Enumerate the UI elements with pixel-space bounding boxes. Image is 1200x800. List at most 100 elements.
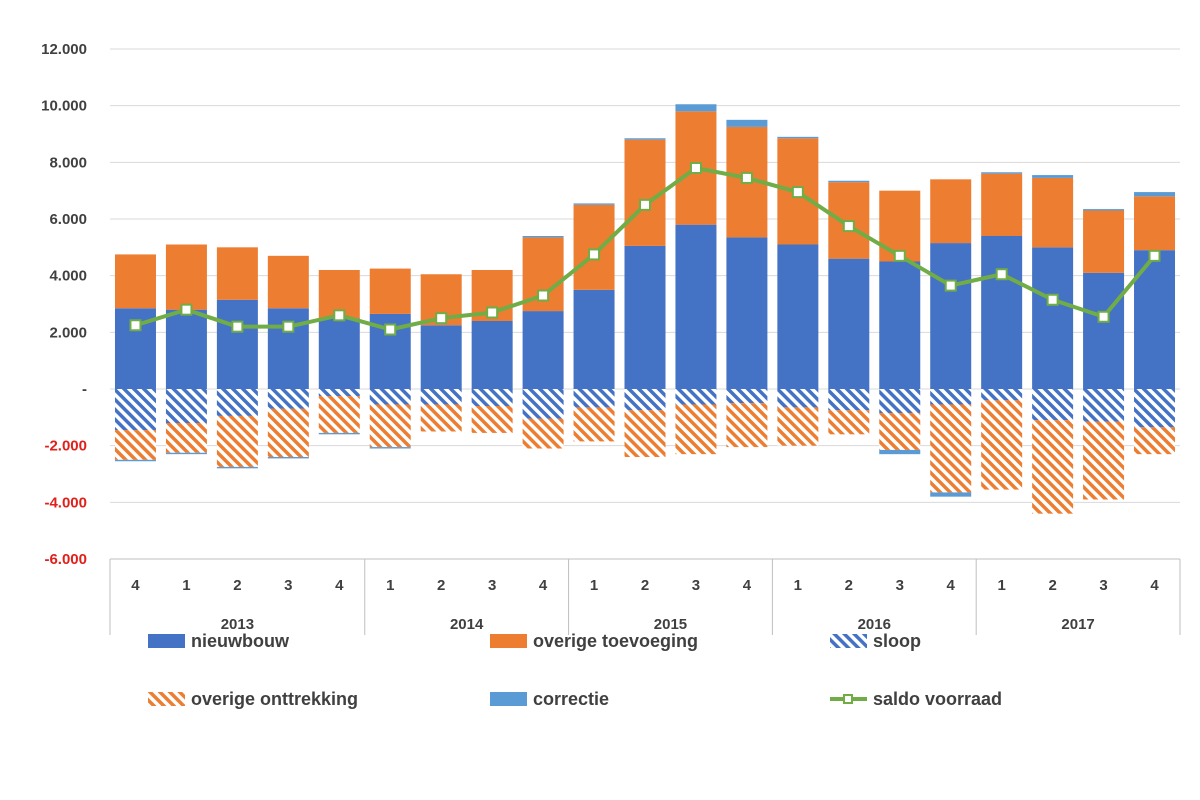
saldo-voorraad-marker bbox=[384, 323, 397, 336]
legend-correctie-swatch bbox=[490, 692, 527, 706]
x-tick-label: 2 bbox=[1048, 577, 1056, 594]
legend: nieuwbouw overige toevoeging sloop overige … bbox=[148, 631, 1002, 709]
legend-sloop: sloop bbox=[830, 631, 921, 651]
bar-nieuwbouw bbox=[726, 237, 768, 389]
bar-nieuwbouw bbox=[1032, 247, 1074, 389]
bar-sloop bbox=[777, 389, 819, 408]
bar-sloop bbox=[267, 389, 309, 409]
bar-overige-toevoeging bbox=[1032, 177, 1074, 248]
saldo-voorraad-marker bbox=[944, 279, 957, 292]
x-tick-label: 1 bbox=[590, 577, 598, 594]
bar-correctie bbox=[369, 447, 411, 449]
bar-overige-toevoeging bbox=[1083, 210, 1125, 273]
bar-overige-toevoeging bbox=[981, 173, 1023, 236]
bar-correctie bbox=[216, 466, 258, 469]
bar-correctie bbox=[777, 136, 819, 139]
bar-correctie bbox=[522, 236, 564, 238]
bar-overige-onttrekking bbox=[828, 410, 870, 435]
x-tick-label: 2 bbox=[641, 577, 649, 594]
bar-overige-toevoeging bbox=[216, 247, 258, 300]
legend-saldo-voorraad-label: saldo voorraad bbox=[873, 689, 1002, 709]
bar-correctie bbox=[726, 119, 768, 127]
bar-sloop bbox=[165, 389, 207, 423]
bar-sloop bbox=[726, 389, 768, 404]
x-tick-label: 4 bbox=[539, 577, 548, 594]
bar-correctie bbox=[981, 172, 1023, 174]
bar-correctie bbox=[267, 457, 309, 459]
saldo-voorraad-marker bbox=[435, 312, 448, 325]
saldo-voorraad-marker bbox=[893, 249, 906, 262]
bar-overige-onttrekking bbox=[726, 403, 768, 448]
bar-overige-onttrekking bbox=[879, 413, 921, 450]
legend-saldo-voorraad: saldo voorraad bbox=[830, 689, 1002, 709]
saldo-voorraad-marker bbox=[486, 306, 499, 319]
bar-correctie bbox=[828, 180, 870, 183]
bar-overige-onttrekking bbox=[216, 415, 258, 467]
saldo-voorraad-marker bbox=[791, 186, 804, 199]
x-year-label: 2015 bbox=[654, 616, 687, 633]
saldo-line bbox=[129, 162, 1161, 336]
bar-correctie bbox=[930, 492, 972, 497]
bar-correctie bbox=[675, 104, 717, 112]
bar-sloop bbox=[675, 389, 717, 405]
bar-overige-onttrekking bbox=[1032, 420, 1074, 514]
bar-overige-toevoeging bbox=[369, 268, 411, 314]
bar-nieuwbouw bbox=[1083, 272, 1125, 389]
saldo-voorraad-marker bbox=[129, 319, 142, 332]
bar-overige-onttrekking bbox=[369, 404, 411, 448]
bar-sloop bbox=[318, 389, 360, 397]
x-tick-label: 4 bbox=[131, 577, 140, 594]
legend-overige-onttrekking: overige onttrekking bbox=[148, 689, 358, 709]
bar-sloop bbox=[573, 389, 615, 408]
bar-overige-onttrekking bbox=[624, 410, 666, 457]
bar-sloop bbox=[1134, 389, 1176, 428]
bar-sloop bbox=[981, 389, 1023, 401]
bar-sloop bbox=[879, 389, 921, 414]
legend-correctie: correctie bbox=[490, 689, 609, 709]
bar-nieuwbouw bbox=[522, 311, 564, 389]
bar-correctie bbox=[879, 449, 921, 455]
y-tick-label: 10.000 bbox=[41, 98, 87, 115]
bar-nieuwbouw bbox=[675, 224, 717, 389]
y-tick-label: 8.000 bbox=[49, 154, 87, 171]
saldo-voorraad-marker bbox=[1097, 310, 1110, 323]
bar-overige-onttrekking bbox=[522, 418, 564, 449]
legend-overige-onttrekking-swatch bbox=[148, 692, 185, 706]
x-tick-label: 3 bbox=[896, 577, 904, 594]
x-tick-label: 4 bbox=[743, 577, 752, 594]
x-tick-label: 3 bbox=[284, 577, 292, 594]
bar-nieuwbouw bbox=[267, 308, 309, 389]
bar-overige-onttrekking bbox=[420, 404, 462, 432]
bar-nieuwbouw bbox=[879, 261, 921, 389]
bar-nieuwbouw bbox=[930, 243, 972, 389]
bar-nieuwbouw bbox=[624, 245, 666, 389]
bar-sloop bbox=[624, 389, 666, 411]
saldo-voorraad-marker bbox=[995, 268, 1008, 281]
x-year-label: 2014 bbox=[450, 616, 484, 633]
legend-sloop-label: sloop bbox=[873, 631, 921, 651]
bar-overige-onttrekking bbox=[573, 407, 615, 442]
bar-overige-onttrekking bbox=[675, 404, 717, 455]
x-tick-label: 1 bbox=[182, 577, 190, 594]
saldo-voorraad-marker bbox=[689, 162, 702, 174]
x-tick-label: 2 bbox=[845, 577, 853, 594]
bar-nieuwbouw bbox=[828, 258, 870, 389]
bar-nieuwbouw bbox=[471, 321, 513, 389]
bar-sloop bbox=[471, 389, 513, 406]
x-tick-label: 1 bbox=[794, 577, 802, 594]
x-tick-label: 4 bbox=[1150, 577, 1159, 594]
y-axis: 12.000 10.000 8.000 6.000 4.000 2.000 - -2.000 -… bbox=[41, 41, 87, 568]
x-tick-label: 3 bbox=[1099, 577, 1107, 594]
bar-overige-onttrekking bbox=[471, 406, 513, 433]
bar-sloop bbox=[420, 389, 462, 405]
x-tick-label: 1 bbox=[386, 577, 394, 594]
saldo-voorraad-marker bbox=[180, 303, 193, 316]
y-tick-label: -6.000 bbox=[44, 551, 87, 568]
bar-correctie bbox=[318, 432, 360, 435]
legend-nieuwbouw: nieuwbouw bbox=[148, 631, 290, 651]
y-tick-label: - bbox=[82, 381, 87, 398]
bar-sloop bbox=[216, 389, 258, 416]
bar-sloop bbox=[1032, 389, 1074, 421]
